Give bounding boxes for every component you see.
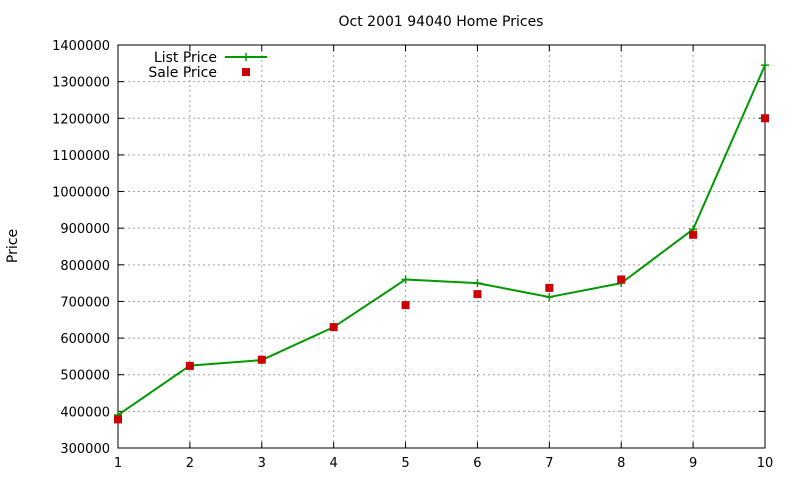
data-point xyxy=(473,290,482,299)
y-tick-label: 600000 xyxy=(60,332,110,347)
x-tick-label: 7 xyxy=(545,456,553,471)
x-tick-label: 5 xyxy=(401,456,409,471)
data-point xyxy=(257,355,266,364)
x-tick-label: 3 xyxy=(258,456,266,471)
data-point xyxy=(617,275,626,284)
data-point xyxy=(473,279,482,288)
data-point xyxy=(401,301,410,310)
x-tick-label: 8 xyxy=(617,456,625,471)
data-point xyxy=(329,323,338,332)
series-line xyxy=(117,64,766,416)
series-list-price xyxy=(114,61,769,420)
data-point xyxy=(545,283,554,292)
y-tick-label: 400000 xyxy=(60,405,110,420)
series xyxy=(114,61,769,424)
legend-label: Sale Price xyxy=(148,65,217,81)
data-point xyxy=(761,114,769,123)
chart-title: Oct 2001 94040 Home Prices xyxy=(339,14,544,30)
y-tick-label: 700000 xyxy=(60,295,110,310)
y-axis-label: Price xyxy=(5,229,21,263)
y-tick-label: 1100000 xyxy=(52,149,110,164)
data-point xyxy=(185,361,194,370)
x-tick-label: 6 xyxy=(473,456,481,471)
y-tick-label: 300000 xyxy=(60,442,110,457)
y-tick-label: 900000 xyxy=(60,222,110,237)
grid xyxy=(118,45,765,448)
x-tick-label: 10 xyxy=(757,456,774,471)
axis-ticks: 300000 400000 500000 600000 700000 800000 9000… xyxy=(52,39,773,471)
plot-frame xyxy=(117,44,766,449)
y-tick-label: 800000 xyxy=(60,259,110,274)
data-point xyxy=(401,275,410,284)
x-tick-label: 2 xyxy=(186,456,194,471)
y-tick-label: 1400000 xyxy=(52,39,110,54)
series-sale-price xyxy=(114,114,769,424)
legend-marker xyxy=(242,53,250,61)
y-tick-label: 1200000 xyxy=(52,112,110,127)
x-tick-label: 9 xyxy=(689,456,697,471)
legend-label: List Price xyxy=(154,50,217,66)
legend-marker xyxy=(242,68,250,76)
y-tick-label: 1300000 xyxy=(52,76,110,91)
y-tick-label: 1000000 xyxy=(52,186,110,201)
data-point xyxy=(689,230,698,239)
data-point xyxy=(761,61,769,70)
x-tick-label: 1 xyxy=(114,456,122,471)
y-tick-label: 500000 xyxy=(60,369,110,384)
data-point xyxy=(545,293,554,302)
x-tick-label: 4 xyxy=(330,456,338,471)
data-point xyxy=(114,415,122,424)
